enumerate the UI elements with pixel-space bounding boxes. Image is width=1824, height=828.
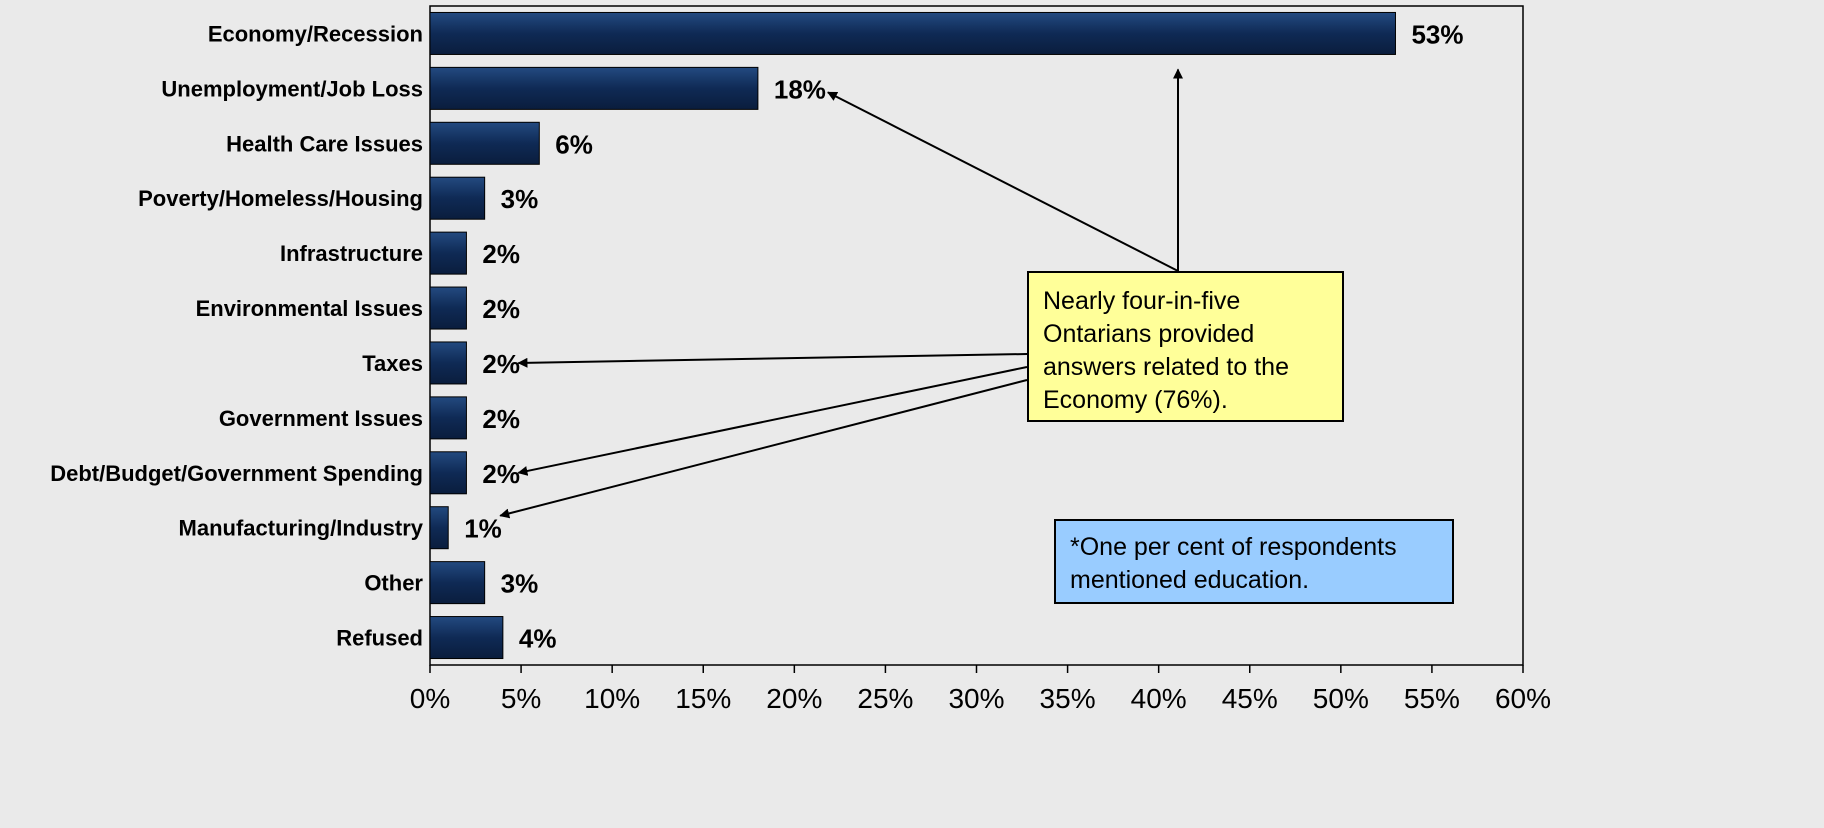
x-tick-label: 0%	[410, 683, 450, 712]
x-tick-label: 25%	[857, 683, 913, 712]
value-label: 3%	[501, 184, 539, 214]
category-label: Debt/Budget/Government Spending	[50, 461, 423, 486]
value-label: 2%	[482, 349, 520, 379]
bar-3	[429, 176, 486, 220]
category-label: Other	[364, 571, 423, 596]
value-label: 18%	[774, 74, 826, 104]
bar-11	[429, 616, 504, 660]
bar-9	[429, 506, 449, 550]
category-label: Refused	[336, 626, 423, 651]
x-tick-label: 55%	[1404, 683, 1460, 712]
bar-2	[429, 121, 540, 165]
callout-arrow	[517, 366, 1028, 476]
x-axis: 0% 5% 10% 15% 20% 25% 30% 35% 40% 45% 50% 55% 60%	[410, 665, 1551, 712]
value-labels: 53% 18% 6% 3% 2% 2% 2% 2% 2% 1% 3% 4%	[464, 19, 1463, 653]
category-label: Poverty/Homeless/Housing	[138, 186, 423, 211]
value-label: 2%	[482, 239, 520, 269]
x-tick-label: 20%	[766, 683, 822, 712]
value-label: 2%	[482, 294, 520, 324]
x-tick-label: 60%	[1495, 683, 1551, 712]
value-label: 1%	[464, 514, 502, 544]
category-label: Infrastructure	[280, 241, 423, 266]
bar-0	[429, 11, 1396, 55]
x-tick-label: 10%	[584, 683, 640, 712]
x-tick-label: 35%	[1040, 683, 1096, 712]
x-tick-label: 40%	[1131, 683, 1187, 712]
category-label: Economy/Recession	[208, 21, 423, 46]
bar-10	[429, 561, 486, 605]
bar-6	[429, 341, 467, 385]
category-label: Manufacturing/Industry	[179, 516, 424, 541]
bar-4	[429, 231, 467, 275]
x-tick-label: 45%	[1222, 683, 1278, 712]
callout-arrow	[517, 353, 1028, 368]
callout-arrows	[499, 68, 1183, 519]
category-label: Unemployment/Job Loss	[161, 76, 423, 101]
value-label: 6%	[555, 129, 593, 159]
category-label: Environmental Issues	[196, 296, 423, 321]
category-labels: Economy/Recession Unemployment/Job Loss He…	[50, 21, 424, 650]
bar-8	[429, 451, 467, 495]
x-tick-label: 15%	[675, 683, 731, 712]
value-label: 2%	[482, 404, 520, 434]
value-label: 3%	[501, 569, 539, 599]
x-tick-label: 5%	[501, 683, 541, 712]
value-label: 53%	[1411, 19, 1463, 49]
value-label: 2%	[482, 459, 520, 489]
category-label: Taxes	[362, 351, 423, 376]
category-label: Health Care Issues	[226, 131, 423, 156]
x-tick-label: 30%	[948, 683, 1004, 712]
callout-arrow	[827, 91, 1179, 272]
economy-callout: Nearly four-in-five Ontarians provided a…	[1027, 271, 1344, 422]
bar-7	[429, 396, 467, 440]
callout-arrow	[499, 379, 1028, 519]
bar-5	[429, 286, 467, 330]
bar-1	[429, 66, 759, 110]
category-label: Government Issues	[219, 406, 423, 431]
bars-layer	[429, 11, 1396, 660]
value-label: 4%	[519, 624, 557, 654]
x-tick-label: 50%	[1313, 683, 1369, 712]
footnote-note: *One per cent of respondents mentioned e…	[1054, 519, 1454, 604]
